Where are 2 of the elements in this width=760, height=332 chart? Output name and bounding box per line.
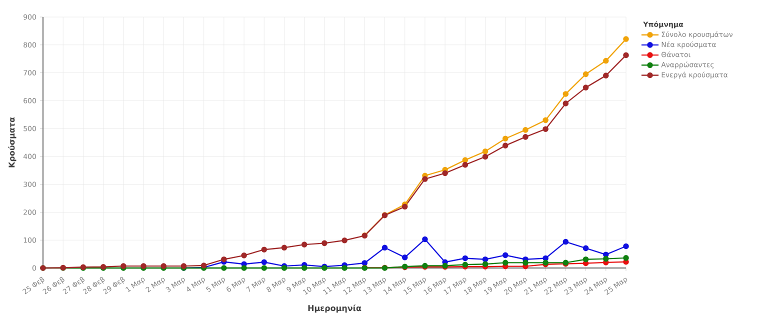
y-axis-title: Κρούσματα (8, 117, 16, 168)
x-axis-title: Ημερομηνία (308, 304, 362, 313)
